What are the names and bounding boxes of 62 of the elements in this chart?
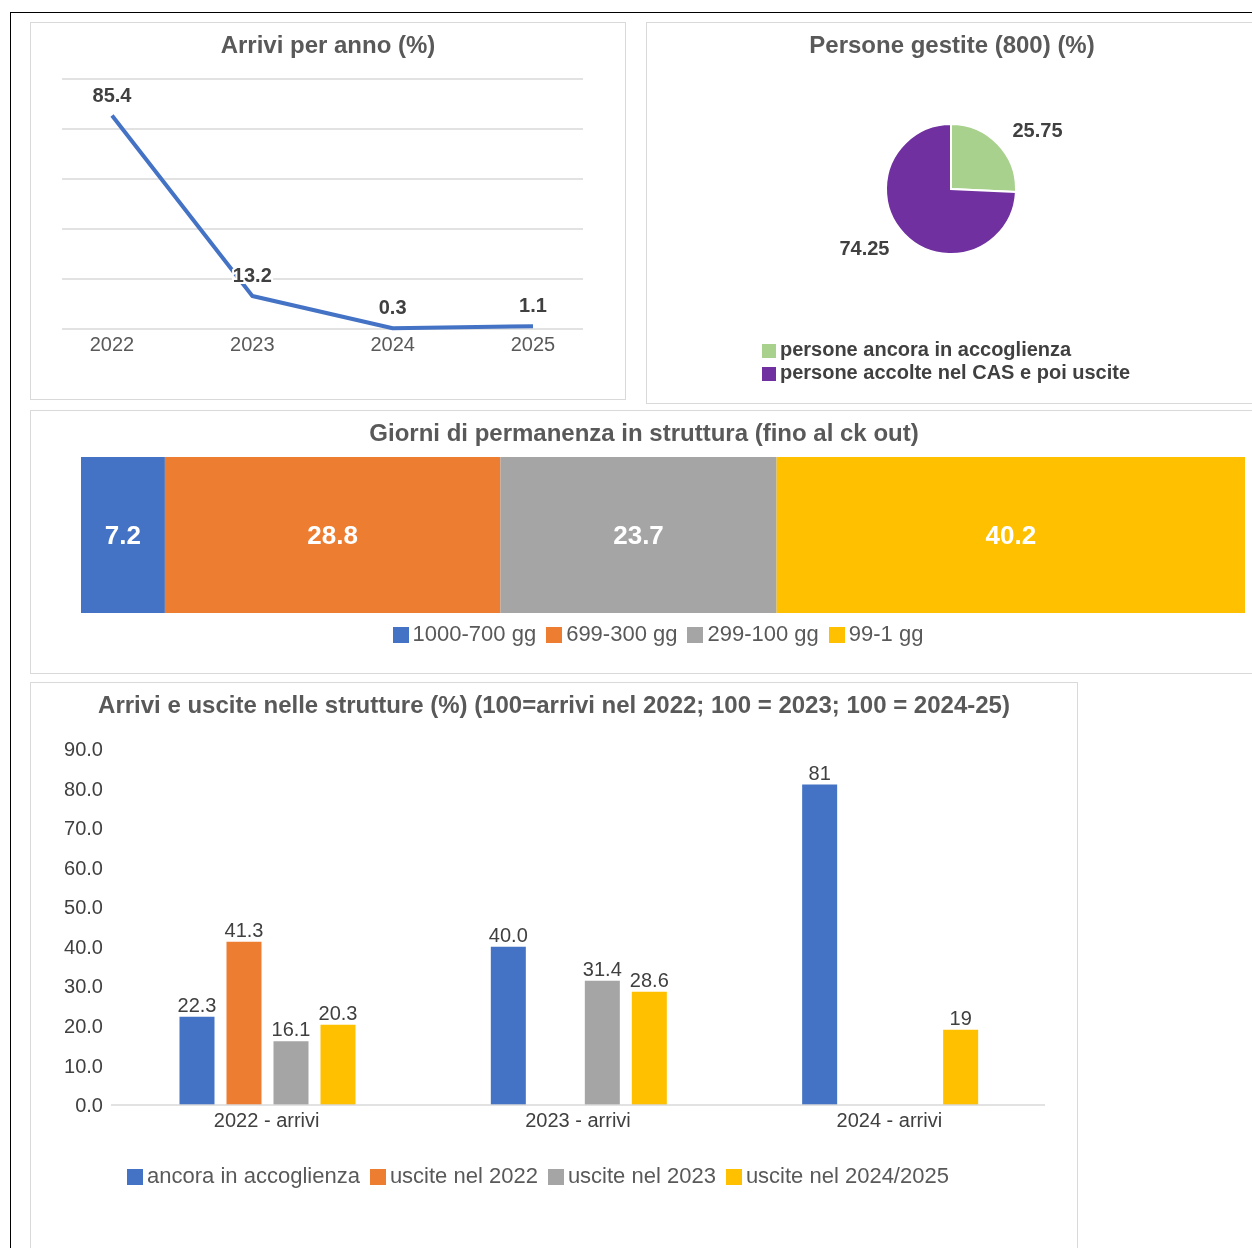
bar <box>164 457 501 613</box>
data-label: 40.0 <box>488 923 528 946</box>
y-tick-label: 60.0 <box>64 856 103 879</box>
y-tick-label: 0.0 <box>75 1094 103 1117</box>
bar <box>631 991 667 1105</box>
bar <box>802 784 838 1105</box>
legend-label: uscite nel 2024/2025 <box>745 1163 949 1188</box>
y-tick-label: 30.0 <box>64 975 103 998</box>
y-tick-label: 70.0 <box>64 817 103 840</box>
bar <box>226 941 262 1105</box>
legend-label: ancora in accoglienza <box>147 1163 360 1188</box>
y-tick-label: 90.0 <box>64 738 103 761</box>
bar <box>320 1024 356 1105</box>
legend-label: persone ancora in accoglienza <box>779 338 1072 360</box>
bar <box>81 457 165 613</box>
chart-title: Arrivi per anno (%) <box>219 30 437 59</box>
x-tick-label: 2022 - arrivi <box>213 1109 320 1132</box>
data-label: 7.2 <box>104 520 142 551</box>
data-label: 41.3 <box>224 918 264 941</box>
legend-label: persone accolte nel CAS e poi uscite <box>779 361 1131 383</box>
chart-title: Arrivi e uscite nelle strutture (%) (100=arrivi nel 2022; 100 = 2023; 100 = 2024-25) <box>97 690 1011 719</box>
data-label: 40.2 <box>985 520 1037 551</box>
data-label: 0.3 <box>378 296 407 319</box>
data-label: 85.4 <box>92 83 133 106</box>
data-label: 1.1 <box>519 294 547 317</box>
x-tick-label: 2022 <box>89 333 135 356</box>
bar <box>490 946 526 1105</box>
x-tick-label: 2023 - arrivi <box>525 1109 631 1132</box>
bar <box>179 1016 215 1105</box>
data-label: 25.75 <box>1012 119 1063 142</box>
data-label: 81 <box>808 761 831 784</box>
bar <box>273 1041 309 1105</box>
data-label: 19 <box>949 1006 972 1029</box>
bar <box>584 980 620 1105</box>
chart-title: Persone gestite (800) (%) <box>808 30 1096 59</box>
legend-label: 1000-700 gg <box>412 621 537 646</box>
x-tick-label: 2024 - arrivi <box>836 1109 943 1132</box>
data-label: 22.3 <box>177 993 217 1016</box>
x-tick-label: 2024 <box>370 333 415 356</box>
x-tick-label: 2023 <box>230 333 275 356</box>
chart-title: Giorni di permanenza in struttura (fino al ck out) <box>368 418 920 447</box>
y-tick-label: 10.0 <box>64 1054 103 1077</box>
data-label: 16.1 <box>271 1018 311 1041</box>
x-tick-label: 2025 <box>510 333 556 356</box>
legend-label: 99-1 gg <box>848 621 924 646</box>
legend-label: 299-100 gg <box>707 621 819 646</box>
data-label: 74.25 <box>839 236 890 259</box>
y-tick-label: 20.0 <box>64 1014 103 1037</box>
legend-label: 699-300 gg <box>566 621 678 646</box>
legend-label: uscite nel 2023 <box>567 1163 716 1188</box>
bar <box>943 1029 979 1105</box>
bar <box>776 457 1245 613</box>
data-label: 23.7 <box>613 520 664 551</box>
legend-label: uscite nel 2022 <box>389 1163 538 1188</box>
data-label: 20.3 <box>318 1001 358 1024</box>
data-label: 28.6 <box>629 968 669 991</box>
y-tick-label: 80.0 <box>64 777 103 800</box>
data-label: 31.4 <box>582 957 622 980</box>
y-tick-label: 50.0 <box>64 896 103 919</box>
y-tick-label: 40.0 <box>64 935 103 958</box>
data-label: 28.8 <box>307 520 358 551</box>
bar <box>500 457 777 613</box>
